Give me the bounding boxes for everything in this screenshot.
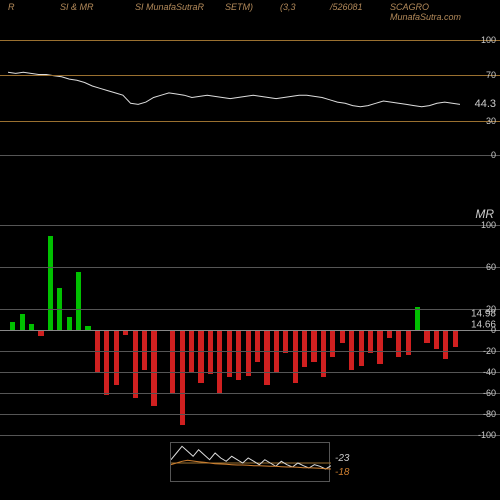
gridline [0, 309, 500, 310]
rsi-line [8, 40, 460, 155]
mr-bar [349, 330, 354, 370]
mr-bar [20, 314, 25, 330]
mr-bar [368, 330, 373, 353]
readout-value: 14.66 [471, 319, 496, 330]
mr-bar [133, 330, 138, 398]
mr-bar [321, 330, 326, 377]
mr-bar [264, 330, 269, 385]
axis-label: -80 [483, 409, 496, 419]
mr-bar [283, 330, 288, 353]
axis-label: 60 [486, 262, 496, 272]
gridline [0, 40, 500, 41]
mini-readout: -18 [335, 467, 349, 478]
header-item: SI MunafaSutraR [135, 2, 204, 12]
gridline [0, 75, 500, 76]
gridline [0, 393, 500, 394]
mr-bar [217, 330, 222, 393]
mr-bar [377, 330, 382, 364]
mr-bar [359, 330, 364, 366]
axis-label: 0 [491, 150, 496, 160]
mr-bar [67, 317, 72, 330]
mr-bar [434, 330, 439, 349]
rsi-plot-area [8, 40, 460, 155]
mr-bar [443, 330, 448, 359]
mr-bar [330, 330, 335, 357]
axis-label: -100 [478, 430, 496, 440]
axis-label: -60 [483, 388, 496, 398]
gridline [0, 372, 500, 373]
header-item: R [8, 2, 15, 12]
axis-label: 100 [481, 220, 496, 230]
gridline [0, 267, 500, 268]
gridline [0, 225, 500, 226]
mr-bar [415, 307, 420, 330]
mr-bar [255, 330, 260, 362]
mr-title: MR [475, 207, 494, 221]
gridline [0, 351, 500, 352]
mr-bar [453, 330, 458, 347]
mr-bar [48, 236, 53, 331]
header-item: (3,3 [280, 2, 296, 12]
mr-bar [340, 330, 345, 343]
mr-panel: MR 10060200-20-40-60-80-10014.9814.66 [0, 225, 500, 435]
mr-bar [151, 330, 156, 406]
mr-bar [180, 330, 185, 425]
readout-value: 14.98 [471, 309, 496, 320]
mini-readout: -23 [335, 453, 349, 464]
mr-bar [114, 330, 119, 385]
mini-oscillator-lines [171, 443, 331, 483]
axis-label: -40 [483, 367, 496, 377]
header-item: SETM) [225, 2, 253, 12]
axis-label: 70 [486, 70, 496, 80]
chart-root: R SI & MR SI MunafaSutraR SETM) (3,3/526081 S… [0, 0, 500, 500]
gridline [0, 414, 500, 415]
mr-bar [208, 330, 213, 374]
mr-bar [170, 330, 175, 393]
mr-bar [10, 322, 15, 330]
mr-bar [311, 330, 316, 362]
gridline [0, 155, 500, 156]
axis-label: -20 [483, 346, 496, 356]
mr-bar [198, 330, 203, 383]
mr-bar [302, 330, 307, 367]
gridline [0, 435, 500, 436]
header-item: SI & MR [60, 2, 94, 12]
header-bar: RSI & MRSI MunafaSutraRSETM)(3,3/526081S… [0, 2, 500, 16]
rsi-panel: 1007030044.3 [0, 40, 500, 155]
mr-bar [142, 330, 147, 370]
mr-bar [227, 330, 232, 377]
axis-label: 100 [481, 35, 496, 45]
mr-bar [76, 272, 81, 330]
header-item: SCAGRO MunafaSutra.com [390, 2, 500, 22]
mr-bar [104, 330, 109, 395]
mr-bar [293, 330, 298, 383]
current-value: 44.3 [475, 98, 496, 110]
mr-bar [424, 330, 429, 343]
mr-bar [387, 330, 392, 338]
mini-oscillator-panel: -23-18 [170, 442, 330, 482]
gridline [0, 330, 500, 331]
header-item: /526081 [330, 2, 363, 12]
axis-label: 30 [486, 116, 496, 126]
mr-bar [396, 330, 401, 357]
gridline [0, 121, 500, 122]
mr-bar [246, 330, 251, 376]
